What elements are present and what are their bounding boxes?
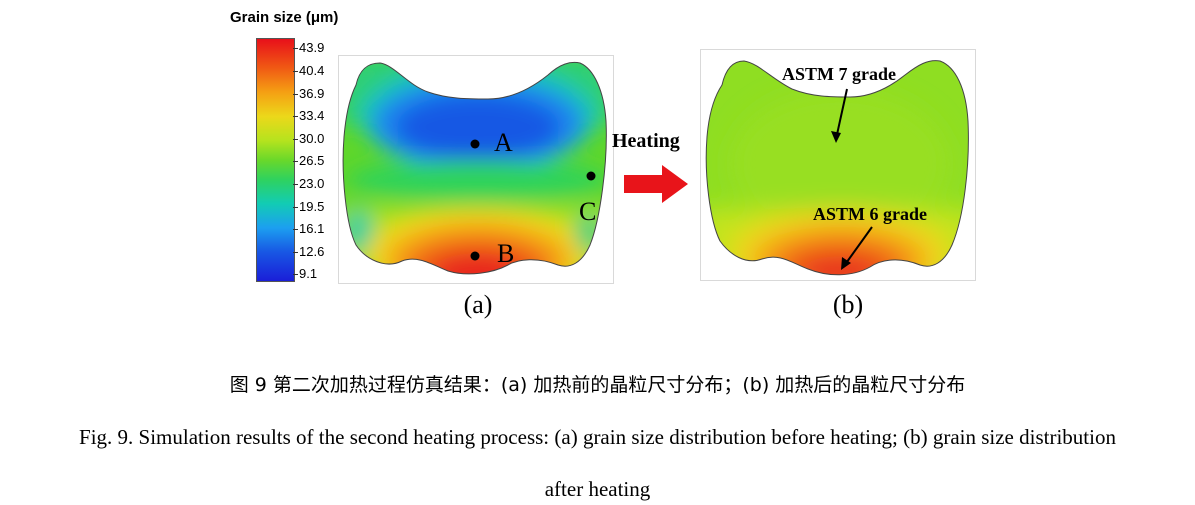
colorbar-tick: [293, 184, 298, 185]
caption-english-line1: Fig. 9. Simulation results of the second…: [79, 425, 1116, 449]
colorbar-tick-label: 40.4: [299, 63, 325, 78]
point-b-label: B: [497, 239, 514, 268]
colorbar-tick: [293, 161, 298, 162]
colorbar-tick: [293, 94, 298, 95]
colorbar-tick: [293, 207, 298, 208]
colorbar-tick: [293, 252, 298, 253]
point-a-label: A: [494, 128, 513, 157]
heating-label: Heating: [612, 130, 680, 152]
colorbar-tick-label: 19.5: [299, 199, 325, 214]
annotation-astm-7: ASTM 7 grade: [782, 64, 896, 84]
colorbar-tick-label: 36.9: [299, 86, 325, 101]
annotation-astm-6: ASTM 6 grade: [813, 204, 927, 224]
colorbar-tick-label: 33.4: [299, 108, 325, 123]
colorbar-tick-label: 30.0: [299, 131, 325, 146]
colorbar-tick-label: 23.0: [299, 176, 325, 191]
point-b-marker: [470, 251, 480, 261]
colorbar-tick: [293, 116, 298, 117]
panel-b-contour: ASTM 7 grade ASTM 6 grade: [705, 60, 969, 276]
colorbar-tick: [293, 48, 298, 49]
colorbar-tick: [293, 71, 298, 72]
panel-b-sublabel: (b): [832, 290, 864, 319]
arrowhead-icon: [831, 131, 841, 143]
arrowhead-icon: [841, 257, 851, 270]
colorbar-tick-label: 26.5: [299, 153, 325, 168]
colorbar-tick-label: 9.1: [299, 266, 318, 281]
heating-arrow-icon: [624, 165, 688, 203]
panel-a-sublabel: (a): [463, 290, 493, 319]
caption-english-line2: after heating: [544, 477, 651, 501]
annotation-arrow-line: [835, 88, 848, 140]
point-a-marker: [470, 139, 480, 149]
panel-a-contour: A B C: [342, 61, 607, 275]
colorbar-tick: [293, 139, 298, 140]
annotation-arrow-line: [843, 226, 873, 267]
colorbar: [256, 38, 295, 282]
point-c-marker: [586, 171, 596, 181]
colorbar-tick: [293, 229, 298, 230]
colorbar-tick-label: 16.1: [299, 221, 325, 236]
point-c-label: C: [579, 197, 596, 226]
colorbar-tick-label: 43.9: [299, 40, 325, 55]
colorbar-tick-label: 12.6: [299, 244, 325, 259]
colorbar-tick: [293, 274, 298, 275]
legend-title: Grain size (μm): [230, 9, 339, 26]
caption-chinese: 图 9 第二次加热过程仿真结果：(a) 加热前的晶粒尺寸分布；(b) 加热后的晶…: [229, 374, 966, 396]
